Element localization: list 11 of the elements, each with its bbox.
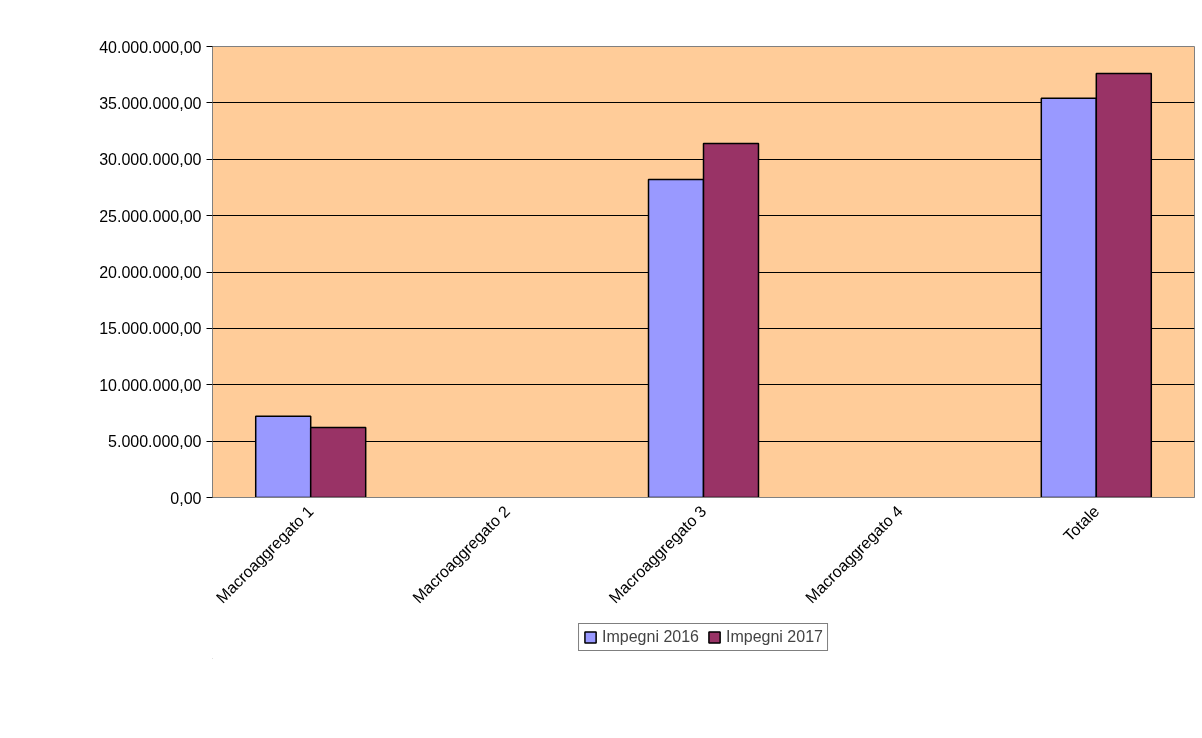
y-tick-label: 15.000.000,00 xyxy=(99,320,202,338)
y-tick-label: 10.000.000,00 xyxy=(99,376,202,394)
y-tick-label: 25.000.000,00 xyxy=(99,207,202,225)
y-tick-label: 0,00 xyxy=(170,489,202,507)
y-tick-label: 35.000.000,00 xyxy=(99,94,202,112)
legend-label: Impegni 2016 xyxy=(602,628,699,646)
y-tick-label: 20.000.000,00 xyxy=(99,264,202,281)
legend-label: Impegni 2017 xyxy=(726,628,823,646)
y-tick-label: 30.000.000,00 xyxy=(99,151,202,169)
y-tick-label: 5.000.000,00 xyxy=(108,433,202,451)
y-tick-label: 40.000.000,00 xyxy=(99,38,202,56)
